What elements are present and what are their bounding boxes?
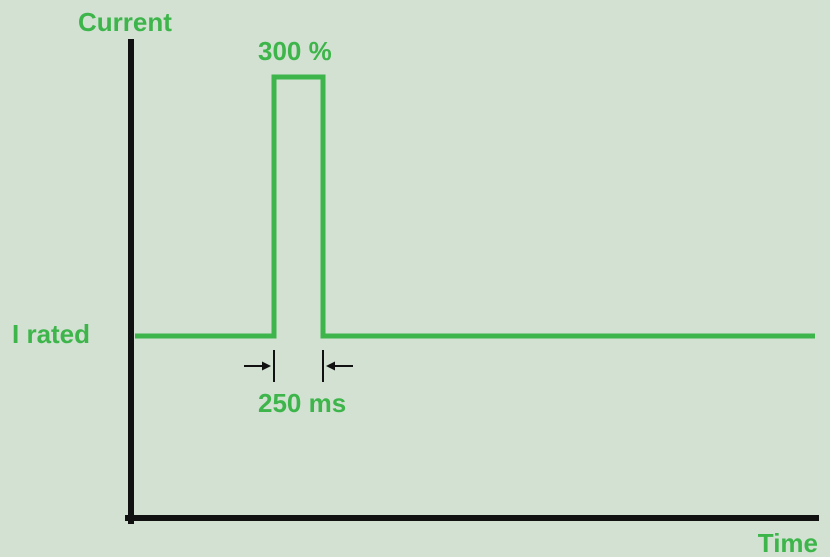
duration-markers <box>244 350 353 382</box>
y-axis-label: Current <box>78 7 172 37</box>
arrow-left-icon <box>326 361 353 371</box>
arrow-right-icon <box>244 361 271 371</box>
current-waveform <box>135 74 815 339</box>
baseline-label: I rated <box>12 319 90 349</box>
peak-label: 300 % <box>258 36 332 66</box>
duration-label: 250 ms <box>258 388 346 418</box>
x-axis-label: Time <box>758 528 818 557</box>
